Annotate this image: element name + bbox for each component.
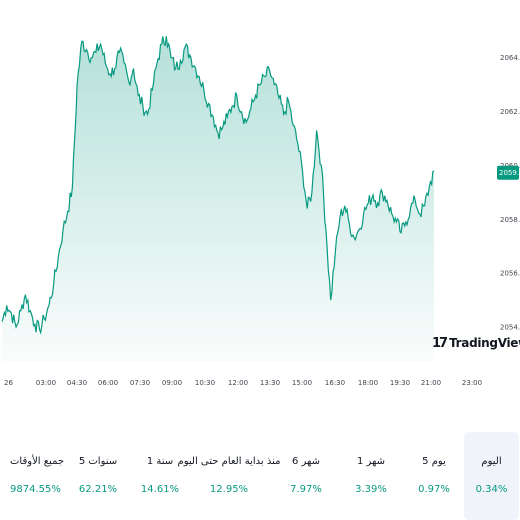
x-tick-label: 18:00 — [358, 379, 378, 387]
period-change-value: 9874.55% — [10, 484, 61, 495]
current-price-label: 2059.73 — [499, 169, 520, 177]
period-change-value: 12.95% — [209, 484, 249, 495]
period-change-value: 14.61% — [140, 484, 180, 495]
period-tab[interactable]: 1 شهر 3.39% — [341, 432, 401, 520]
price-area-fill — [2, 36, 434, 362]
period-label: اليوم — [481, 456, 502, 467]
x-tick-label: 10:30 — [195, 379, 215, 387]
x-tick-label: 12:00 — [228, 379, 248, 387]
tradingview-logo[interactable]: 17 TradingView — [432, 334, 520, 352]
period-change-value: 7.97% — [290, 484, 322, 495]
period-label: 6 شهر — [291, 456, 321, 467]
period-change-value: 0.34% — [475, 484, 508, 495]
x-tick-label: 15:00 — [292, 379, 312, 387]
period-selector: اليوم 0.34% 5 يوم 0.97% 1 شهر 3.39% 6 شهر 7.97%… — [0, 432, 520, 520]
period-label: 5 يوم — [422, 456, 446, 467]
x-tick-label: 13:30 — [260, 379, 280, 387]
tradingview-logo-text: TradingView — [449, 336, 520, 350]
x-tick-label: 09:00 — [162, 379, 182, 387]
x-tick-label: 21:00 — [421, 379, 441, 387]
period-change-value: 62.21% — [78, 484, 118, 495]
period-change-value: 0.97% — [418, 484, 450, 495]
x-tick-label: 19:30 — [390, 379, 410, 387]
y-tick-label: 2056.00 — [500, 270, 520, 278]
period-tab[interactable]: 5 سنوات 62.21% — [68, 432, 128, 520]
x-tick-label: 06:00 — [98, 379, 118, 387]
x-tick-label: 26 — [4, 379, 13, 387]
x-tick-label: 07:30 — [130, 379, 150, 387]
period-label: منذ بداية العام حتى اليوم — [177, 456, 281, 467]
y-tick-label: 2054.00 — [500, 324, 520, 332]
period-tab[interactable]: اليوم 0.34% — [464, 432, 519, 520]
current-price-badge — [497, 165, 519, 180]
period-label: 5 سنوات — [78, 456, 118, 467]
period-tab[interactable]: منذ بداية العام حتى اليوم 12.95% — [169, 432, 289, 520]
x-tick-label: 16:30 — [325, 379, 345, 387]
period-label: جميع الأوقات — [10, 456, 65, 467]
y-tick-label: 2064.00 — [500, 54, 520, 62]
chart-svg: 2054.002056.002058.002060.002062.002064.… — [1, 36, 520, 387]
x-tick-label: 03:00 — [36, 379, 56, 387]
tradingview-logo-icon: 17 — [432, 335, 448, 351]
y-tick-label: 2062.00 — [500, 108, 520, 116]
price-line — [1, 36, 435, 335]
price-chart[interactable]: 2054.002056.002058.002060.002062.002064.… — [0, 0, 520, 400]
period-tab[interactable]: 5 يوم 0.97% — [404, 432, 464, 520]
period-tab[interactable]: جميع الأوقات 9874.55% — [10, 432, 65, 520]
x-tick-label: 23:00 — [462, 379, 482, 387]
period-label: 1 شهر — [356, 456, 386, 467]
period-tab[interactable]: 1 سنة 14.61% — [130, 432, 190, 520]
period-tab[interactable]: 6 شهر 7.97% — [276, 432, 336, 520]
x-tick-label: 04:30 — [67, 379, 87, 387]
period-change-value: 3.39% — [355, 484, 387, 495]
period-label: 1 سنة — [146, 456, 174, 467]
y-tick-label: 2058.00 — [500, 216, 520, 224]
